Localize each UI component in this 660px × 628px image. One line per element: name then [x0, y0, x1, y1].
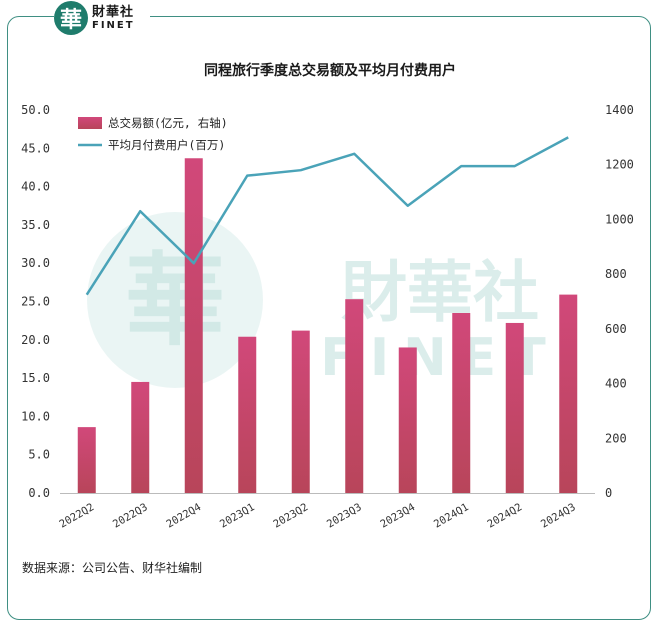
left-tick-label: 50.0 — [21, 103, 50, 117]
x-tick-label: 2024Q1 — [432, 501, 471, 530]
line-series — [85, 136, 569, 296]
x-tick-label: 2023Q3 — [325, 501, 364, 530]
bar-2024Q1 — [452, 312, 471, 493]
left-tick-label: 25.0 — [21, 295, 50, 309]
bar-2024Q2 — [505, 322, 524, 493]
legend: 总交易额(亿元, 右轴) 平均月付费用户(百万) — [78, 116, 228, 152]
x-tick-label: 2022Q3 — [111, 501, 150, 530]
right-tick-label: 400 — [605, 377, 627, 391]
left-tick-label: 0.0 — [28, 486, 50, 500]
right-tick-label: 600 — [605, 322, 627, 336]
left-tick-label: 5.0 — [28, 448, 50, 462]
line-path — [85, 136, 569, 296]
x-tick-label: 2022Q2 — [57, 501, 96, 530]
left-axis: 0.0 5.0 10.0 15.0 20.0 25.0 30.0 35.0 40.0 45.0 50… — [21, 103, 50, 500]
right-axis: 0 200 400 600 800 1000 1200 1400 — [605, 103, 634, 500]
x-tick-label: 2024Q2 — [485, 501, 524, 530]
watermark: 華財華社FINET — [87, 212, 546, 388]
right-tick-label: 1000 — [605, 212, 634, 226]
left-tick-label: 45.0 — [21, 141, 50, 155]
chart-title: 同程旅行季度总交易额及平均月付费用户 — [204, 63, 456, 79]
right-tick-label: 200 — [605, 431, 627, 445]
right-tick-label: 1400 — [605, 103, 634, 117]
x-tick-label: 2023Q1 — [218, 501, 257, 530]
source-note: 数据来源：公司公告、财华社编制 — [22, 561, 203, 575]
bar-2023Q4 — [398, 347, 417, 493]
bar-2023Q2 — [291, 330, 310, 493]
x-tick-label: 2022Q4 — [164, 501, 203, 530]
logo-cn-text: 財華社 — [92, 4, 135, 20]
right-tick-label: 800 — [605, 267, 627, 281]
bar-2023Q1 — [238, 336, 257, 493]
legend-bar-label: 总交易额(亿元, 右轴) — [108, 116, 228, 130]
bar-2024Q3 — [559, 294, 578, 493]
watermark-mark: 華 — [125, 241, 225, 359]
logo-en-text: FINET — [92, 19, 135, 31]
bar-2022Q4 — [184, 158, 203, 493]
x-axis: 2022Q2 2022Q3 2022Q4 2023Q1 2023Q2 2023Q3 2023… — [57, 493, 595, 531]
right-tick-label: 1200 — [605, 158, 634, 172]
bar-2022Q2 — [77, 427, 96, 493]
x-tick-label: 2023Q2 — [271, 501, 310, 530]
left-tick-label: 20.0 — [21, 333, 50, 347]
x-tick-label: 2024Q3 — [539, 501, 578, 530]
legend-bar-swatch — [78, 117, 102, 129]
bar-2022Q3 — [131, 381, 150, 493]
left-tick-label: 40.0 — [21, 180, 50, 194]
logo-text: 財華社 FINET — [92, 6, 135, 31]
left-tick-label: 35.0 — [21, 218, 50, 232]
left-tick-label: 10.0 — [21, 409, 50, 423]
x-tick-label: 2023Q4 — [378, 501, 417, 530]
legend-line-label: 平均月付费用户(百万) — [108, 138, 225, 152]
bar-2023Q3 — [345, 299, 364, 493]
left-tick-label: 15.0 — [21, 371, 50, 385]
finet-logo: 華 財華社 FINET — [54, 0, 150, 36]
logo-mark-icon: 華 — [54, 1, 88, 35]
right-tick-label: 0 — [605, 486, 612, 500]
watermark-circle — [87, 212, 263, 388]
bar-series — [77, 158, 578, 493]
watermark-cn: 財華社 — [341, 254, 539, 331]
left-tick-label: 30.0 — [21, 256, 50, 270]
